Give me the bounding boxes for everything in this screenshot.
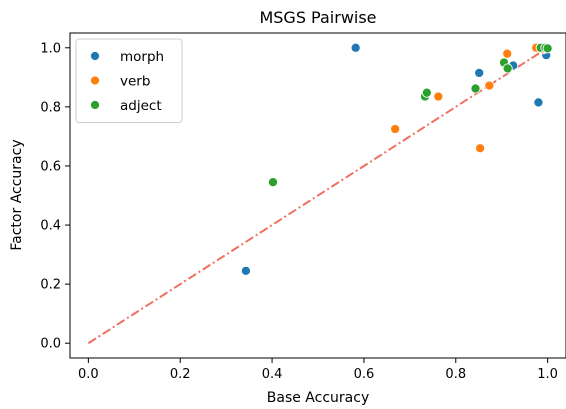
point-morph-4 — [533, 97, 544, 108]
x-tick-label: 1.0 — [537, 367, 558, 382]
point-adject-5 — [502, 63, 513, 74]
point-morph-2 — [474, 67, 485, 78]
point-adject-8 — [542, 43, 553, 54]
point-adject-3 — [470, 83, 481, 94]
y-tick-label: 0.2 — [40, 278, 61, 293]
legend-label-verb: verb — [120, 74, 150, 90]
point-adject-0 — [267, 177, 279, 188]
point-verb-2 — [475, 143, 486, 154]
point-verb-0 — [390, 123, 401, 135]
point-morph-0 — [240, 265, 251, 276]
reference-line — [87, 46, 549, 345]
y-tick-label: 0.8 — [40, 100, 61, 115]
x-tick-label: 0.8 — [445, 367, 466, 382]
chart-title: MSGS Pairwise — [259, 8, 376, 27]
legend-marker-verb — [89, 75, 101, 86]
x-tick-label: 0.0 — [78, 367, 99, 382]
legend-box — [75, 38, 183, 123]
point-verb-3 — [484, 80, 495, 91]
legend-label-adject: adject — [120, 98, 162, 114]
plot-frame — [69, 32, 566, 359]
point-verb-4 — [502, 48, 513, 59]
x-tick-label: 0.4 — [262, 367, 283, 382]
plot-area — [87, 42, 553, 345]
point-adject-2 — [421, 87, 432, 98]
y-axis-label: Factor Accuracy — [9, 139, 25, 250]
point-verb-1 — [433, 91, 444, 102]
legend-marker-morph — [89, 50, 101, 62]
legend-marker-adject — [89, 99, 101, 111]
x-tick-label: 0.2 — [170, 367, 191, 382]
point-morph-1 — [350, 42, 361, 53]
y-tick-label: 0.4 — [40, 219, 61, 234]
y-tick-label: 1.0 — [40, 41, 61, 56]
y-tick-label: 0.0 — [40, 337, 61, 352]
axis-ticks: 0.0 0.2 0.4 0.6 0.8 1.0 0.0 0.2 0.4 0.6 0.8 1.0 — [40, 41, 558, 382]
legend: morph verb adject — [75, 38, 183, 123]
x-tick-label: 0.6 — [354, 367, 375, 382]
y-tick-label: 0.6 — [40, 159, 61, 174]
legend-label-morph: morph — [120, 49, 164, 65]
x-axis-label: Base Accuracy — [267, 390, 369, 406]
